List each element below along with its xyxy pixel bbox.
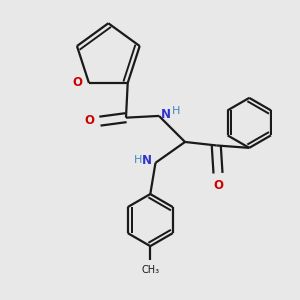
Text: N: N [142,154,152,166]
Text: N: N [161,108,171,121]
Text: CH₃: CH₃ [141,265,159,275]
Text: H: H [134,155,142,165]
Text: H: H [172,106,181,116]
Text: O: O [214,179,224,193]
Text: O: O [85,114,95,127]
Text: O: O [73,76,83,89]
